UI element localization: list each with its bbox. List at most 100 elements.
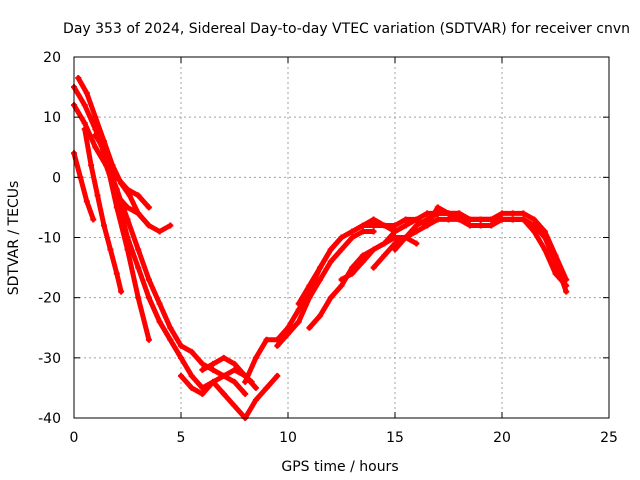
y-tick-label: 10 — [43, 110, 61, 126]
data-point — [285, 324, 291, 331]
data-point — [466, 222, 473, 229]
data-point — [317, 276, 324, 283]
data-point — [402, 234, 409, 241]
x-tick-label: 5 — [177, 430, 186, 446]
data-point — [520, 210, 527, 217]
y-tick-label: -40 — [38, 411, 61, 427]
data-point — [445, 210, 452, 217]
y-axis-label: SDTVAR / TECUs — [6, 181, 22, 296]
axis-ticks: 0 5 10 15 20 25 -40 -30 -20 -10 0 10 20 — [38, 50, 618, 446]
data-point — [349, 264, 356, 271]
data-point — [370, 264, 377, 271]
data-point — [92, 132, 99, 139]
data-point — [359, 252, 366, 259]
data-point — [349, 270, 356, 277]
data-point — [306, 282, 313, 289]
data-point — [434, 216, 441, 223]
data-point — [413, 240, 420, 247]
data-point — [413, 228, 420, 235]
data-point — [167, 336, 174, 343]
series-pass-12 — [274, 228, 377, 349]
y-tick-label: -30 — [38, 351, 61, 367]
data-point — [210, 360, 217, 367]
data-point — [83, 90, 90, 97]
data-point — [156, 318, 163, 325]
data-point — [100, 138, 107, 145]
data-point — [81, 120, 88, 127]
data-point — [199, 360, 206, 367]
data-point — [92, 114, 99, 121]
data-point — [103, 150, 110, 157]
data-point — [90, 216, 97, 223]
data-point — [338, 246, 345, 253]
data-point — [392, 234, 398, 241]
series-pass-9 — [178, 372, 249, 397]
data-point — [220, 372, 227, 379]
data-point — [94, 192, 101, 199]
data-point — [477, 216, 484, 223]
data-point — [231, 378, 238, 385]
data-point — [242, 390, 249, 397]
data-point — [188, 372, 195, 379]
data-point — [306, 294, 313, 301]
data-point — [381, 240, 388, 247]
y-tick-label: 0 — [52, 170, 61, 186]
data-point — [509, 210, 516, 217]
data-point — [145, 294, 152, 301]
data-point — [306, 324, 313, 331]
data-point — [317, 312, 324, 319]
data-point — [359, 222, 366, 229]
x-tick-label: 10 — [279, 430, 297, 446]
data-point — [124, 216, 131, 223]
data-point — [92, 144, 99, 151]
data-point — [145, 204, 152, 211]
data-point — [252, 396, 259, 403]
data-point — [145, 336, 152, 343]
data-point — [338, 282, 345, 289]
data-point — [541, 234, 548, 241]
data-point — [392, 246, 398, 253]
data-point — [210, 378, 217, 385]
data-point — [370, 216, 377, 223]
data-point — [445, 216, 452, 223]
data-point — [242, 378, 249, 385]
data-point — [81, 126, 88, 133]
data-point — [370, 222, 377, 229]
data-point — [178, 372, 184, 379]
data-point — [145, 222, 152, 229]
data-point — [248, 378, 255, 385]
data-point — [124, 204, 131, 211]
x-axis-label: GPS time / hours — [281, 459, 398, 475]
data-point — [103, 156, 110, 163]
data-point — [488, 222, 495, 229]
data-point — [199, 366, 206, 373]
data-point — [531, 222, 538, 229]
data-point — [252, 354, 259, 361]
data-point — [359, 258, 366, 265]
data-point — [456, 216, 463, 223]
data-point — [100, 222, 107, 229]
data-point — [413, 216, 420, 223]
data-point — [167, 324, 174, 331]
data-point — [477, 222, 484, 229]
data-point — [145, 276, 152, 283]
data-point — [75, 75, 82, 82]
data-point — [188, 348, 195, 355]
data-point — [124, 186, 131, 193]
data-point — [156, 228, 163, 235]
data-point — [392, 222, 398, 229]
data-point — [113, 174, 120, 181]
data-point — [370, 246, 377, 253]
data-point — [413, 222, 420, 229]
series-line — [392, 216, 569, 295]
data-point — [135, 210, 142, 217]
series-pass-5 — [113, 192, 174, 235]
series-pass-18 — [424, 204, 538, 229]
data-point — [83, 198, 90, 205]
data-point — [520, 216, 527, 223]
data-point — [466, 216, 473, 223]
data-point — [124, 246, 131, 253]
data-point — [392, 228, 398, 235]
data-point — [327, 294, 334, 301]
